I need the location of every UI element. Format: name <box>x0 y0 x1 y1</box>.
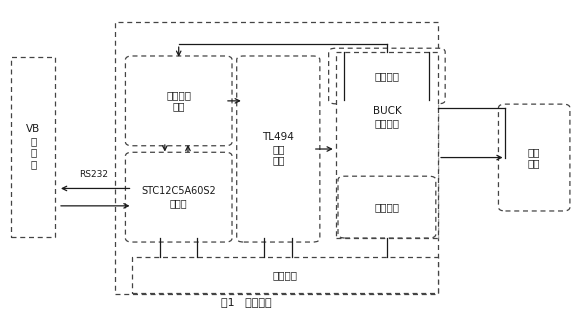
Text: TL494
驱动
电路: TL494 驱动 电路 <box>262 132 294 166</box>
Text: 电池
负载: 电池 负载 <box>528 147 541 168</box>
FancyBboxPatch shape <box>336 52 438 238</box>
FancyBboxPatch shape <box>126 152 232 242</box>
FancyBboxPatch shape <box>11 56 55 237</box>
Text: 采样电路: 采样电路 <box>375 71 399 81</box>
FancyBboxPatch shape <box>133 257 438 293</box>
FancyBboxPatch shape <box>237 56 320 242</box>
FancyBboxPatch shape <box>498 104 570 211</box>
Text: STC12C5A60S2
单片机: STC12C5A60S2 单片机 <box>141 186 216 208</box>
Text: 恒压恒流
选择: 恒压恒流 选择 <box>166 90 191 112</box>
Text: BUCK
变换电路: BUCK 变换电路 <box>373 106 402 128</box>
FancyBboxPatch shape <box>329 48 445 104</box>
Text: RS232: RS232 <box>79 170 109 179</box>
FancyBboxPatch shape <box>338 176 436 238</box>
Text: 供电电路: 供电电路 <box>273 270 298 280</box>
Text: VB
上
位
机: VB 上 位 机 <box>26 124 41 169</box>
Text: 保护电路: 保护电路 <box>375 202 399 212</box>
FancyBboxPatch shape <box>126 56 232 146</box>
Text: 图1   系统结构: 图1 系统结构 <box>221 297 272 307</box>
